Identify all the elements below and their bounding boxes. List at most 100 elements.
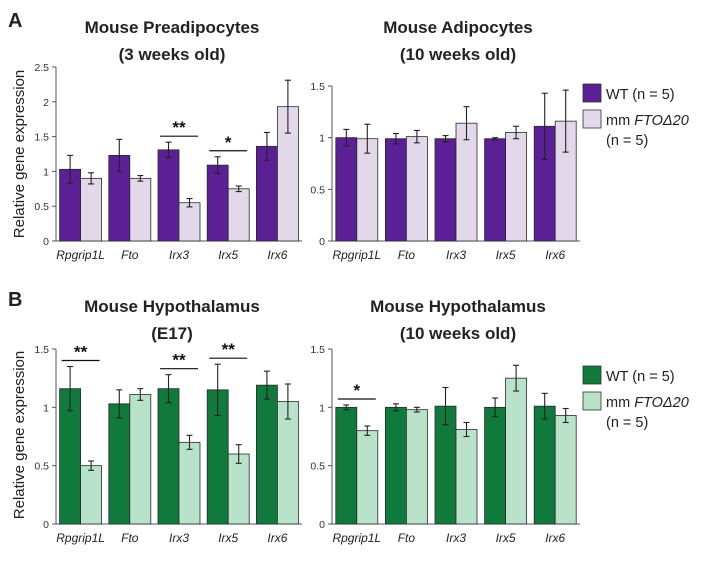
y-tick-label: 1 bbox=[319, 402, 325, 414]
x-tick-label: Rpgrip1L bbox=[332, 248, 381, 262]
bar-wt bbox=[206, 164, 229, 242]
bar-mm bbox=[455, 429, 478, 525]
panel-letter-b: B bbox=[8, 289, 22, 311]
legend-mm-italic: FTOΔ20 bbox=[634, 395, 689, 411]
x-tick-label: Irx3 bbox=[446, 531, 466, 545]
y-tick-label: 0 bbox=[319, 236, 325, 248]
significance-label: * bbox=[225, 133, 232, 152]
chart-title: Mouse Adipocytes bbox=[383, 18, 533, 37]
y-tick-label: 1 bbox=[43, 402, 49, 414]
legend-label-wt: WT (n = 5) bbox=[606, 87, 675, 103]
y-axis-label-row-b: Relative gene expression bbox=[11, 351, 28, 519]
x-tick-label: Fto bbox=[398, 248, 416, 262]
x-tick-label: Rpgrip1L bbox=[56, 248, 105, 262]
legend-swatch-wt bbox=[582, 365, 602, 385]
significance-label: * bbox=[353, 381, 360, 400]
legend-label-wt: WT (n = 5) bbox=[606, 369, 675, 385]
y-tick-label: 1 bbox=[319, 133, 325, 145]
bar-wt bbox=[108, 403, 131, 525]
x-tick-label: Irx6 bbox=[545, 531, 565, 545]
y-tick-label: 0 bbox=[319, 519, 325, 531]
significance-label: ** bbox=[172, 351, 186, 370]
bar-mm bbox=[405, 136, 428, 242]
chart-subtitle: (10 weeks old) bbox=[400, 45, 516, 64]
bar-mm bbox=[276, 401, 299, 525]
bar-wt bbox=[255, 384, 278, 525]
chart-panel-1: Mouse Preadipocytes (3 weeks old) 0 0.5 1 1.5… bbox=[34, 18, 302, 262]
bar-mm bbox=[356, 430, 379, 525]
significance-label: ** bbox=[74, 343, 88, 362]
legend-swatch-mm bbox=[582, 109, 602, 129]
y-axis-label-row-a: Relative gene expression bbox=[11, 70, 28, 238]
chart-title: Mouse Hypothalamus bbox=[370, 297, 546, 316]
bar-mm bbox=[80, 465, 102, 525]
bar-wt bbox=[384, 406, 407, 525]
bar-mm bbox=[178, 441, 201, 525]
panel-letter-a: A bbox=[8, 10, 22, 32]
bar-mm bbox=[80, 177, 102, 242]
legend-swatch-mm bbox=[582, 391, 602, 411]
legend-mm-prefix: mm bbox=[606, 113, 634, 129]
bar-mm bbox=[505, 377, 528, 525]
x-tick-label: Irx3 bbox=[169, 531, 189, 545]
bar-wt bbox=[434, 138, 457, 242]
chart-panel-2: Mouse Adipocytes (10 weeks old) 0 0.5 1 1.5 Rp… bbox=[310, 18, 580, 262]
significance-label: ** bbox=[222, 340, 236, 359]
x-tick-label: Irx5 bbox=[496, 248, 516, 262]
x-tick-label: Rpgrip1L bbox=[56, 531, 105, 545]
x-tick-label: Irx6 bbox=[267, 531, 287, 545]
chart-subtitle: (3 weeks old) bbox=[119, 45, 226, 64]
y-tick-label: 1.5 bbox=[310, 81, 325, 93]
x-tick-label: Irx5 bbox=[218, 531, 238, 545]
bar-wt bbox=[335, 406, 358, 525]
legend-row-a: WT (n = 5) mm FTOΔ20 (n = 5) bbox=[582, 83, 689, 149]
legend-mm-prefix: mm bbox=[606, 395, 634, 411]
legend-mm-italic: FTOΔ20 bbox=[634, 113, 689, 129]
y-tick-label: 0 bbox=[43, 236, 49, 248]
bar-mm bbox=[129, 394, 152, 525]
x-tick-label: Irx5 bbox=[218, 248, 238, 262]
y-tick-label: 0.5 bbox=[34, 201, 49, 213]
significance-label: ** bbox=[172, 118, 186, 137]
y-tick-label: 2 bbox=[43, 97, 49, 109]
legend-label-mm-n: (n = 5) bbox=[606, 133, 648, 149]
bar-wt bbox=[484, 406, 507, 525]
legend-label-mm-n: (n = 5) bbox=[606, 415, 648, 431]
bar-mm bbox=[356, 138, 379, 242]
bar-wt bbox=[533, 405, 556, 525]
x-tick-label: Irx6 bbox=[267, 248, 287, 262]
bar-mm bbox=[405, 409, 428, 525]
bar-mm bbox=[455, 122, 478, 242]
bar-wt bbox=[157, 149, 180, 242]
x-tick-label: Fto bbox=[121, 248, 139, 262]
bar-mm bbox=[554, 415, 577, 525]
x-tick-label: Rpgrip1L bbox=[332, 531, 381, 545]
y-tick-label: 2.5 bbox=[34, 62, 49, 74]
bar-mm bbox=[227, 453, 250, 525]
y-tick-label: 1.5 bbox=[34, 132, 49, 144]
legend-label-mm: mm FTOΔ20 bbox=[606, 113, 689, 129]
y-tick-label: 0.5 bbox=[34, 461, 49, 473]
x-tick-label: Irx6 bbox=[545, 248, 565, 262]
y-tick-label: 1 bbox=[43, 166, 49, 178]
chart-subtitle: (E17) bbox=[151, 324, 193, 343]
legend-swatch-wt bbox=[582, 83, 602, 103]
bar-mm bbox=[505, 132, 528, 242]
bar-mm bbox=[129, 177, 152, 242]
chart-subtitle: (10 weeks old) bbox=[400, 324, 516, 343]
charts: Mouse Preadipocytes (3 weeks old) 0 0.5 1 1.5… bbox=[34, 18, 580, 545]
y-tick-label: 1.5 bbox=[310, 344, 325, 356]
bar-mm bbox=[178, 202, 201, 242]
x-tick-label: Irx5 bbox=[496, 531, 516, 545]
y-tick-label: 1.5 bbox=[34, 344, 49, 356]
bar-mm bbox=[227, 188, 250, 242]
bar-wt bbox=[484, 138, 507, 242]
x-tick-label: Irx3 bbox=[446, 248, 466, 262]
legend-label-mm: mm FTOΔ20 bbox=[606, 395, 689, 411]
chart-title: Mouse Hypothalamus bbox=[84, 297, 260, 316]
x-tick-label: Irx3 bbox=[169, 248, 189, 262]
y-tick-label: 0.5 bbox=[310, 461, 325, 473]
y-tick-label: 0 bbox=[43, 519, 49, 531]
chart-panel-3: Mouse Hypothalamus (E17) 0 0.5 1 1.5 Rpgrip1L F… bbox=[34, 297, 302, 545]
bar-wt bbox=[157, 388, 180, 525]
